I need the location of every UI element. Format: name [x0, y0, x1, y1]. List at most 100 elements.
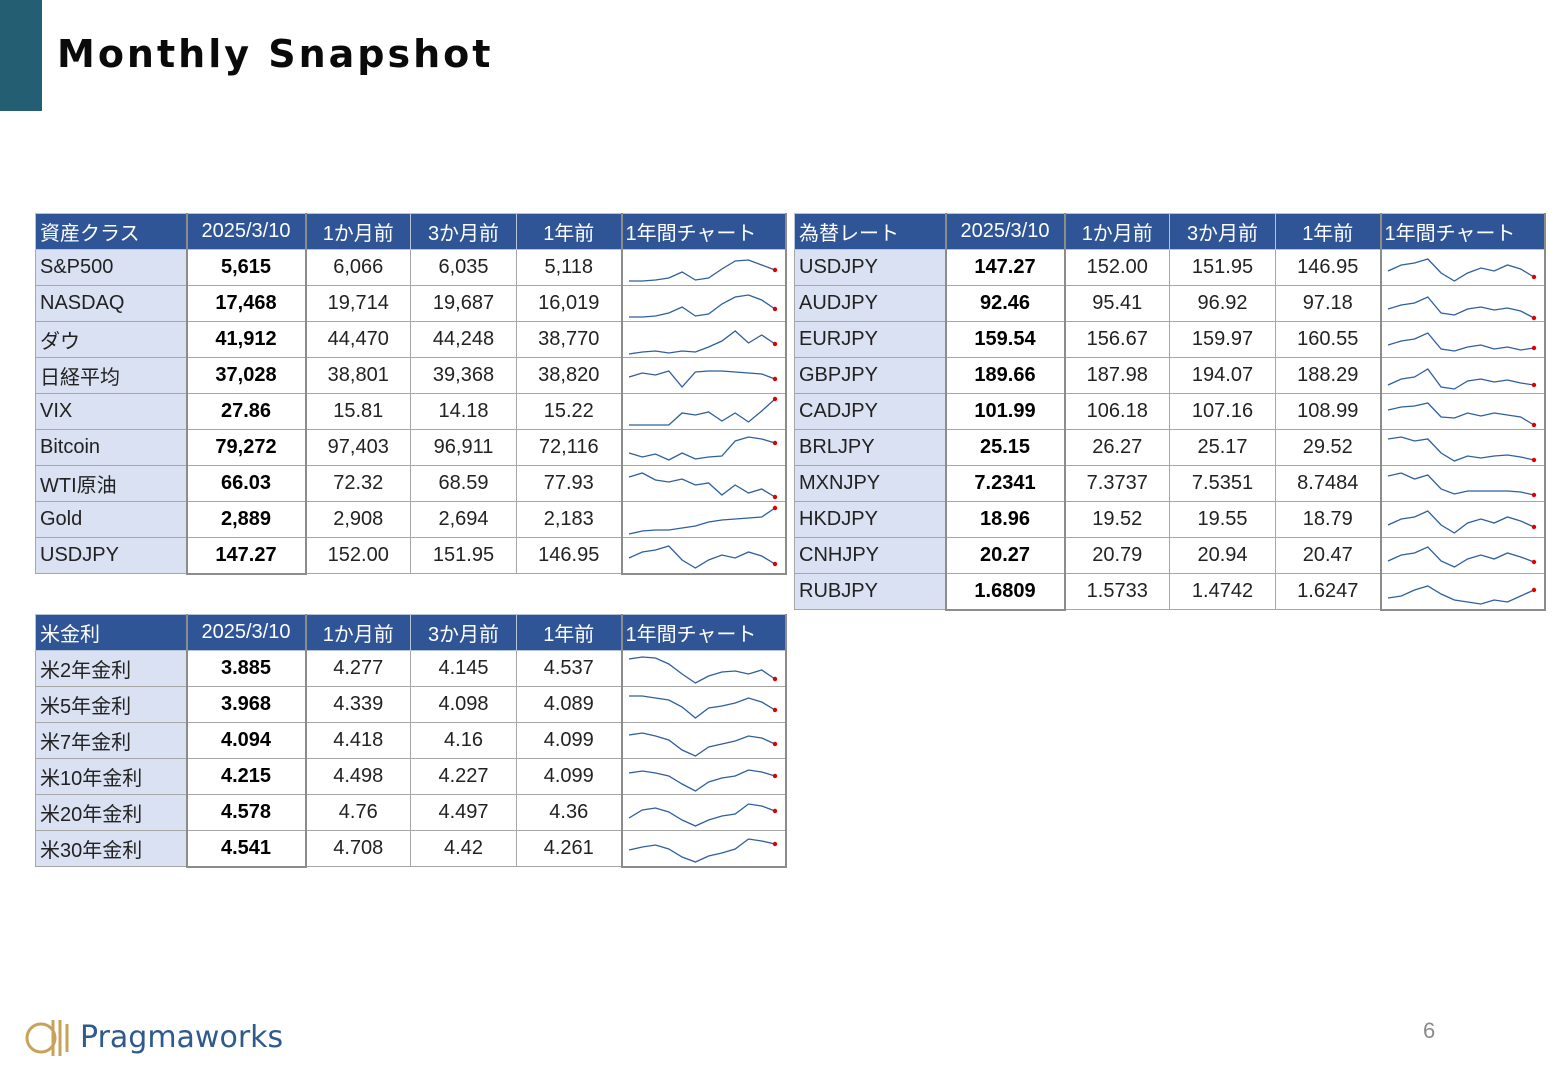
sparkline-cell — [620, 357, 787, 394]
current-value: 4.094 — [185, 722, 307, 759]
one-year-ago-value: 4.089 — [516, 686, 622, 723]
sparkline-line — [1387, 331, 1534, 352]
table-header-row: 為替レート 2025/3/10 1か月前 3か月前 1年前 1年間チャート — [794, 213, 1546, 250]
table-row: 米5年金利 3.968 4.339 4.098 4.089 — [35, 686, 787, 723]
sparkline-chart — [628, 505, 777, 535]
sparkline-chart — [1387, 471, 1536, 497]
current-value: 4.578 — [185, 794, 307, 831]
sparkline-cell — [620, 285, 787, 322]
sparkline-chart — [628, 293, 777, 318]
table-row: ダウ 41,912 44,470 44,248 38,770 — [35, 321, 787, 358]
row-label: USDJPY — [35, 537, 187, 574]
row-label: 米5年金利 — [35, 686, 187, 723]
sparkline-cell — [1379, 501, 1546, 538]
sparkline-line — [628, 731, 775, 757]
sparkline-line — [628, 694, 775, 719]
three-months-ago-value: 151.95 — [1169, 249, 1276, 286]
sparkline-cell — [620, 465, 787, 502]
three-months-ago-value: 4.42 — [410, 830, 517, 867]
one-year-ago-value: 2,183 — [516, 501, 622, 538]
current-value: 189.66 — [944, 357, 1066, 394]
sparkline-chart — [628, 396, 777, 426]
header-1-year-ago: 1年前 — [516, 213, 622, 250]
sparkline-end-dot — [772, 562, 777, 567]
one-month-ago-value: 38,801 — [305, 357, 411, 394]
sparkline-cell — [620, 794, 787, 831]
row-label: S&P500 — [35, 249, 187, 286]
one-month-ago-value: 97,403 — [305, 429, 411, 466]
sparkline-cell — [620, 321, 787, 358]
table-row: 米30年金利 4.541 4.708 4.42 4.261 — [35, 830, 787, 868]
sparkline-end-dot — [772, 341, 777, 346]
table-row: WTI原油 66.03 72.32 68.59 77.93 — [35, 465, 787, 502]
three-months-ago-value: 1.4742 — [1169, 573, 1276, 610]
header-current: 2025/3/10 — [185, 614, 307, 651]
sparkline-line — [1387, 367, 1534, 390]
sparkline-line — [628, 258, 775, 282]
sparkline-chart — [628, 838, 777, 863]
sparkline-chart — [628, 802, 777, 827]
current-value: 3.968 — [185, 686, 307, 723]
one-year-ago-value: 29.52 — [1275, 429, 1381, 466]
row-label: GBPJPY — [794, 357, 946, 394]
sparkline-cell — [620, 393, 787, 430]
header-1-year-chart: 1年間チャート — [620, 213, 787, 250]
sparkline-end-dot — [772, 376, 777, 381]
sparkline-line — [628, 802, 775, 827]
row-label: 米7年金利 — [35, 722, 187, 759]
one-year-ago-value: 4.537 — [516, 650, 622, 687]
sparkline-line — [1387, 435, 1534, 462]
header-1-month-ago: 1か月前 — [1064, 213, 1170, 250]
sparkline-cell — [1379, 465, 1546, 502]
header-3-months-ago: 3か月前 — [1169, 213, 1276, 250]
sparkline-cell — [1379, 573, 1546, 611]
three-months-ago-value: 44,248 — [410, 321, 517, 358]
asset-class-table: 資産クラス 2025/3/10 1か月前 3か月前 1年前 1年間チャート S&P500 5,… — [35, 213, 787, 575]
sparkline-chart — [1387, 401, 1536, 427]
one-year-ago-value: 160.55 — [1275, 321, 1381, 358]
three-months-ago-value: 4.145 — [410, 650, 517, 687]
table-header-row: 資産クラス 2025/3/10 1か月前 3か月前 1年前 1年間チャート — [35, 213, 787, 250]
current-value: 66.03 — [185, 465, 307, 502]
one-year-ago-value: 5,118 — [516, 249, 622, 286]
sparkline-cell — [620, 650, 787, 687]
sparkline-chart — [628, 329, 777, 355]
current-value: 79,272 — [185, 429, 307, 466]
sparkline-end-dot — [772, 808, 777, 813]
one-month-ago-value: 4.708 — [305, 830, 411, 867]
one-month-ago-value: 156.67 — [1064, 321, 1170, 358]
sparkline-chart — [628, 471, 777, 499]
current-value: 1.6809 — [944, 573, 1066, 611]
one-year-ago-value: 4.099 — [516, 722, 622, 759]
table-row: RUBJPY 1.6809 1.5733 1.4742 1.6247 — [794, 573, 1546, 611]
three-months-ago-value: 25.17 — [1169, 429, 1276, 466]
sparkline-end-dot — [1531, 382, 1536, 387]
current-value: 37,028 — [185, 357, 307, 394]
three-months-ago-value: 20.94 — [1169, 537, 1276, 574]
row-label: HKDJPY — [794, 501, 946, 538]
row-label: BRLJPY — [794, 429, 946, 466]
sparkline-end-dot — [1531, 492, 1536, 497]
sparkline-end-dot — [1531, 524, 1536, 529]
one-year-ago-value: 4.099 — [516, 758, 622, 795]
one-month-ago-value: 2,908 — [305, 501, 411, 538]
one-year-ago-value: 146.95 — [1275, 249, 1381, 286]
table-row: MXNJPY 7.2341 7.3737 7.5351 8.7484 — [794, 465, 1546, 502]
one-month-ago-value: 95.41 — [1064, 285, 1170, 322]
three-months-ago-value: 19.55 — [1169, 501, 1276, 538]
sparkline-cell — [620, 501, 787, 538]
current-value: 147.27 — [944, 249, 1066, 286]
sparkline-line — [628, 471, 775, 498]
sparkline-cell — [620, 758, 787, 795]
table-row: USDJPY 147.27 152.00 151.95 146.95 — [35, 537, 787, 575]
sparkline-cell — [1379, 393, 1546, 430]
table-header-row: 米金利 2025/3/10 1か月前 3か月前 1年前 1年間チャート — [35, 614, 787, 651]
sparkline-end-dot — [1531, 315, 1536, 320]
current-value: 17,468 — [185, 285, 307, 322]
table-row: BRLJPY 25.15 26.27 25.17 29.52 — [794, 429, 1546, 466]
row-label: NASDAQ — [35, 285, 187, 322]
three-months-ago-value: 4.16 — [410, 722, 517, 759]
one-month-ago-value: 6,066 — [305, 249, 411, 286]
current-value: 3.885 — [185, 650, 307, 687]
table-row: CNHJPY 20.27 20.79 20.94 20.47 — [794, 537, 1546, 574]
